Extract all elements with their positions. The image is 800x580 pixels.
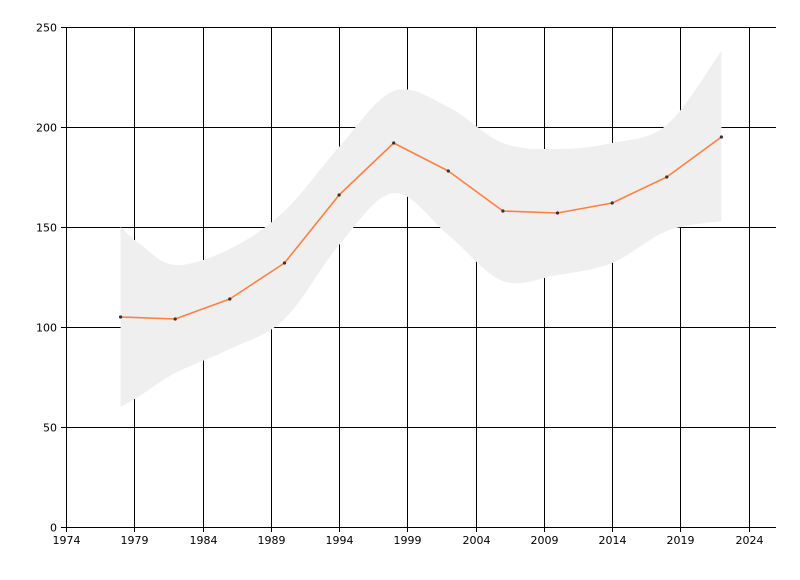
data-point <box>501 209 505 213</box>
data-point <box>119 315 123 319</box>
data-point <box>446 169 450 173</box>
x-tick-label: 1999 <box>394 534 422 547</box>
y-tick-label: 50 <box>43 422 57 435</box>
y-tick-label: 100 <box>36 322 57 335</box>
y-axis-tick-labels: 0 50 100 150 200 250 <box>36 22 57 535</box>
data-point <box>610 201 614 205</box>
x-tick-label: 1984 <box>190 534 218 547</box>
y-tick-label: 200 <box>36 122 57 135</box>
axes <box>61 27 776 532</box>
data-point <box>282 261 287 265</box>
data-point <box>173 317 177 321</box>
data-point <box>555 211 560 215</box>
series-line-path <box>120 136 722 320</box>
data-point <box>665 175 669 179</box>
x-tick-label: 1979 <box>121 534 149 547</box>
y-tick-label: 250 <box>36 22 57 35</box>
x-tick-label: 2009 <box>531 534 559 547</box>
x-tick-label: 2004 <box>463 534 491 547</box>
series-line <box>120 136 722 320</box>
band-area <box>120 51 722 407</box>
y-tick-label: 150 <box>36 222 57 235</box>
series-markers <box>119 135 724 321</box>
x-tick-label: 1974 <box>53 534 81 547</box>
x-tick-label: 1994 <box>326 534 354 547</box>
data-point <box>392 141 396 145</box>
x-tick-label: 2024 <box>736 534 764 547</box>
data-point <box>337 193 341 197</box>
x-tick-label: 2014 <box>599 534 627 547</box>
confidence-band <box>120 51 722 407</box>
x-axis-tick-labels: 1974 1979 1984 1989 1994 1999 2004 2009 2014 2019… <box>53 534 764 547</box>
data-point <box>228 297 232 301</box>
data-point <box>719 135 724 139</box>
x-tick-label: 2019 <box>667 534 695 547</box>
y-tick-label: 0 <box>50 522 57 535</box>
x-tick-label: 1989 <box>258 534 286 547</box>
